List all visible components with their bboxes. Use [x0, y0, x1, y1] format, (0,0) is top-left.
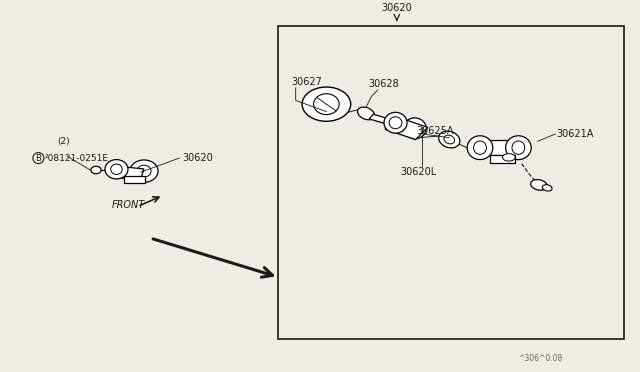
- Ellipse shape: [386, 119, 400, 129]
- Bar: [112, 166, 144, 180]
- Bar: [385, 117, 428, 140]
- Text: 30628: 30628: [368, 79, 399, 89]
- Text: 30620L: 30620L: [400, 167, 436, 177]
- Ellipse shape: [314, 94, 339, 115]
- Ellipse shape: [542, 185, 552, 191]
- Text: (2): (2): [58, 137, 70, 146]
- Text: B: B: [35, 154, 42, 163]
- Bar: [278, 26, 624, 339]
- Ellipse shape: [506, 136, 531, 160]
- Bar: [476, 140, 517, 155]
- Ellipse shape: [512, 141, 525, 154]
- Bar: [369, 114, 395, 125]
- Ellipse shape: [384, 112, 407, 133]
- Text: 30627: 30627: [291, 77, 322, 87]
- Ellipse shape: [137, 165, 151, 177]
- Bar: [490, 155, 515, 163]
- Ellipse shape: [358, 107, 374, 120]
- Ellipse shape: [403, 118, 426, 139]
- Text: 30625A: 30625A: [416, 126, 454, 137]
- Ellipse shape: [474, 141, 486, 154]
- Ellipse shape: [389, 117, 402, 129]
- Ellipse shape: [502, 154, 515, 161]
- Ellipse shape: [444, 135, 454, 144]
- Text: 30620: 30620: [182, 153, 213, 163]
- Ellipse shape: [105, 160, 128, 179]
- Text: FRONT: FRONT: [112, 200, 145, 210]
- Ellipse shape: [111, 164, 122, 174]
- Ellipse shape: [91, 166, 101, 174]
- Ellipse shape: [302, 87, 351, 121]
- Ellipse shape: [531, 180, 547, 190]
- Text: ^306^0.08: ^306^0.08: [518, 355, 563, 363]
- Ellipse shape: [467, 136, 493, 160]
- Ellipse shape: [130, 160, 158, 182]
- Ellipse shape: [438, 131, 460, 148]
- Text: 30621A: 30621A: [557, 129, 594, 139]
- Bar: [124, 176, 145, 183]
- Text: 30620: 30620: [381, 3, 412, 13]
- Text: ²08121-0251E: ²08121-0251E: [45, 154, 109, 163]
